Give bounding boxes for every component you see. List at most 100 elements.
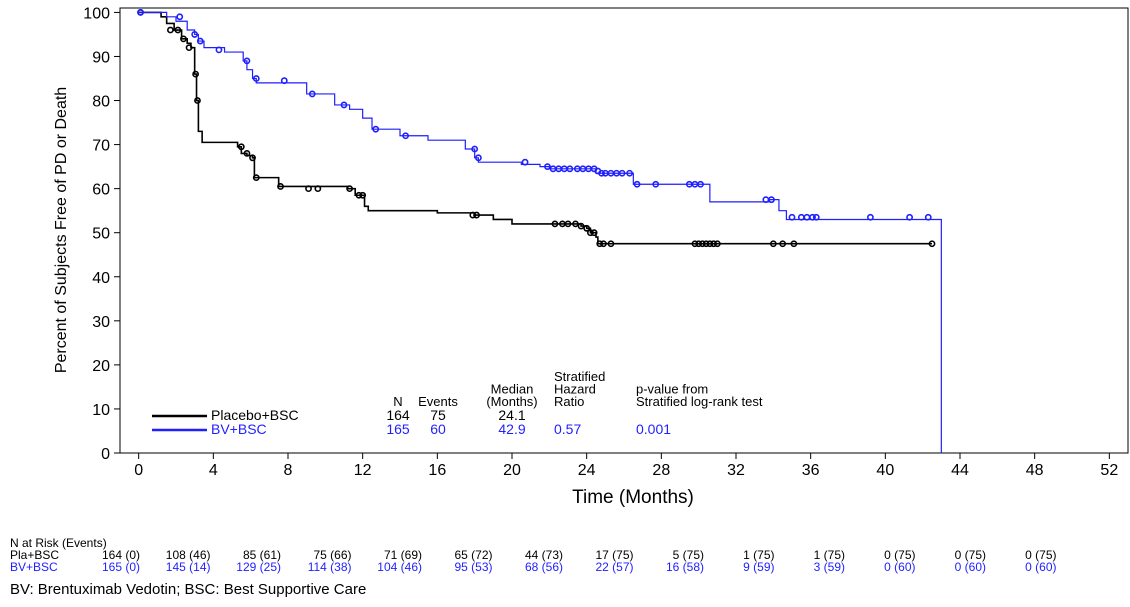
censor-mark: [607, 240, 615, 248]
risk-cell: 0 (75): [1025, 548, 1057, 562]
censor-mark: [695, 240, 703, 248]
x-tick-label: 8: [284, 462, 293, 479]
censor-mark: [633, 180, 641, 188]
censor-mark: [928, 240, 936, 248]
risk-cell: 129 (25): [236, 560, 281, 574]
censor-mark: [867, 213, 874, 221]
series-line-bv-bsc: [138, 11, 942, 453]
censor-mark: [803, 213, 811, 221]
x-tick-label: 32: [727, 462, 745, 479]
legend-value-n: 164: [386, 407, 410, 423]
censor-mark: [277, 183, 284, 190]
censor-mark: [710, 240, 717, 248]
censor-mark: [626, 169, 633, 177]
x-tick-label: 48: [1026, 462, 1044, 479]
x-tick-label: 40: [876, 462, 894, 479]
risk-cell: 0 (60): [1025, 560, 1057, 574]
censor-mark: [762, 196, 770, 204]
censor-mark: [252, 174, 260, 182]
censor-mark: [372, 125, 380, 133]
legend-header-hr: Hazard: [554, 382, 596, 397]
risk-cell: 0 (60): [954, 560, 986, 574]
risk-cell: 165 (0): [101, 560, 140, 574]
censor-mark: [583, 224, 591, 232]
risk-cell: 9 (59): [743, 560, 775, 574]
censor-mark: [474, 154, 482, 162]
legend-value-events: 60: [430, 421, 446, 437]
x-axis-title: Time (Months): [572, 487, 694, 508]
censor-mark: [252, 75, 260, 82]
risk-cell: 44 (73): [524, 548, 563, 562]
censor-mark: [812, 213, 820, 221]
legend-header-n: N: [393, 394, 402, 409]
censor-mark: [544, 163, 551, 171]
x-tick-label: 16: [428, 462, 446, 479]
risk-table-title: N at Risk (Events): [10, 536, 107, 550]
censor-mark: [180, 35, 187, 43]
y-axis: 0 10 20 30 40 50 60 70 80 90 100: [83, 5, 120, 463]
x-tick-label: 4: [209, 462, 218, 479]
censor-mark: [176, 13, 184, 21]
risk-cell: 71 (69): [383, 548, 422, 562]
censor-mark: [572, 220, 579, 228]
x-tick-label: 52: [1100, 462, 1118, 479]
censor-mark: [305, 185, 312, 193]
risk-cell: 3 (59): [813, 560, 845, 574]
censor-mark: [237, 143, 245, 151]
risk-table: N at Risk (Events) Pla+BSC 164 (0) 108 (46…: [10, 536, 1130, 577]
censor-mark: [191, 31, 199, 38]
y-tick-label: 10: [92, 402, 110, 419]
censor-mark: [359, 191, 367, 199]
censor-mark: [551, 220, 559, 228]
survival-curves: [137, 9, 942, 453]
y-tick-label: 90: [92, 49, 110, 66]
risk-cell: 85 (61): [242, 548, 281, 562]
y-axis-title: Percent of Subjects Free of PD or Death: [53, 87, 70, 373]
x-tick-label: 12: [354, 462, 372, 479]
risk-cell: 164 (0): [101, 548, 140, 562]
risk-cell: 0 (75): [954, 548, 986, 562]
y-tick-label: 70: [92, 138, 110, 155]
censor-mark: [280, 77, 288, 85]
x-tick-label: 28: [652, 462, 670, 479]
legend-label: Placebo+BSC: [211, 407, 299, 423]
censor-mark: [779, 240, 787, 248]
risk-cell: 1 (75): [813, 548, 845, 562]
censor-mark: [340, 101, 348, 109]
censor-mark: [618, 169, 626, 177]
risk-cell: 0 (75): [884, 548, 916, 562]
footnote: BV: Brentuximab Vedotin; BSC: Best Suppo…: [10, 581, 367, 598]
censor-mark: [469, 211, 477, 219]
censor-mark: [402, 132, 409, 140]
y-tick-label: 40: [92, 270, 110, 287]
legend-header-p: p-value from: [636, 382, 708, 397]
censor-mark: [652, 180, 660, 188]
censor-mark: [566, 165, 574, 173]
legend-header-p: Stratified log-rank test: [636, 394, 763, 409]
censor-mark: [346, 185, 353, 193]
legend-label: BV+BSC: [211, 421, 267, 437]
censor-mark: [521, 158, 529, 166]
plot-frame: [119, 7, 1129, 454]
censor-mark: [768, 196, 775, 204]
censor-mark: [194, 97, 201, 104]
censor-mark: [790, 240, 798, 248]
censor-mark: [699, 240, 706, 248]
risk-cell: 108 (46): [165, 548, 211, 562]
y-tick-label: 80: [92, 94, 110, 111]
risk-row-label: Pla+BSC: [10, 548, 60, 562]
legend-header-events: Events: [418, 394, 458, 409]
censor-mark: [713, 240, 721, 248]
censor-mark: [587, 229, 594, 237]
censor-mark: [473, 211, 480, 219]
y-tick-label: 30: [92, 314, 110, 331]
risk-cell: 5 (75): [672, 548, 704, 562]
risk-cell: 17 (75): [595, 548, 634, 562]
risk-cell: 95 (53): [454, 560, 493, 574]
censor-mark: [600, 240, 607, 248]
censor-mark: [243, 149, 251, 157]
risk-row-label: BV+BSC: [10, 560, 58, 574]
x-tick-label: 44: [951, 462, 969, 479]
x-axis: 0 4 8 12 16 20 24 28 32 36 40 44 48 52: [134, 453, 1118, 479]
censor-mark: [797, 213, 805, 221]
